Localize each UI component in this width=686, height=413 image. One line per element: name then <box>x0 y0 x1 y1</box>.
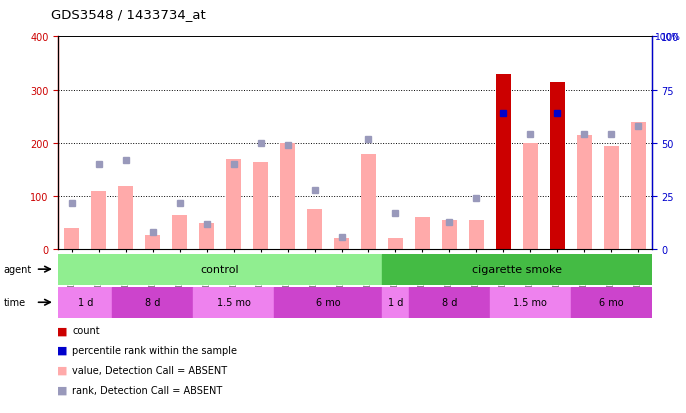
Bar <box>490 287 571 318</box>
Text: 1 d: 1 d <box>78 297 93 308</box>
Bar <box>58 254 382 285</box>
Bar <box>577 135 592 250</box>
Bar <box>409 287 490 318</box>
Text: control: control <box>201 264 239 275</box>
Text: 1.5 mo: 1.5 mo <box>513 297 547 308</box>
Bar <box>571 287 652 318</box>
Bar <box>64 229 79 250</box>
Bar <box>631 122 646 250</box>
Bar <box>307 210 322 250</box>
Text: GDS3548 / 1433734_at: GDS3548 / 1433734_at <box>51 8 206 21</box>
Bar <box>550 82 565 250</box>
Text: ■: ■ <box>56 365 67 375</box>
Text: ■: ■ <box>56 325 67 335</box>
Bar <box>91 191 106 250</box>
Text: 8 d: 8 d <box>145 297 161 308</box>
Text: value, Detection Call = ABSENT: value, Detection Call = ABSENT <box>72 365 227 375</box>
Bar <box>145 235 160 250</box>
Text: 6 mo: 6 mo <box>316 297 340 308</box>
Bar <box>382 254 652 285</box>
Text: percentile rank within the sample: percentile rank within the sample <box>72 345 237 355</box>
Bar <box>58 287 113 318</box>
Bar <box>415 218 430 250</box>
Bar <box>361 154 376 250</box>
Bar <box>253 162 268 250</box>
Bar <box>469 221 484 250</box>
Text: 1.5 mo: 1.5 mo <box>217 297 250 308</box>
Text: 6 mo: 6 mo <box>599 297 624 308</box>
Bar <box>496 74 511 250</box>
Bar <box>199 223 214 250</box>
Bar <box>172 215 187 250</box>
Bar <box>113 287 193 318</box>
Bar <box>193 287 274 318</box>
Text: agent: agent <box>3 264 32 275</box>
Bar <box>604 146 619 250</box>
Bar <box>334 238 349 250</box>
Text: ■: ■ <box>56 385 67 395</box>
Bar <box>388 238 403 250</box>
Bar <box>274 287 382 318</box>
Bar <box>523 144 538 250</box>
Text: 8 d: 8 d <box>442 297 457 308</box>
Text: time: time <box>3 297 25 308</box>
Text: 1 d: 1 d <box>388 297 403 308</box>
Text: cigarette smoke: cigarette smoke <box>472 264 562 275</box>
Text: count: count <box>72 325 99 335</box>
Text: ■: ■ <box>56 345 67 355</box>
Bar <box>118 186 133 250</box>
Bar <box>382 287 409 318</box>
Text: rank, Detection Call = ABSENT: rank, Detection Call = ABSENT <box>72 385 222 395</box>
Bar <box>442 221 457 250</box>
Text: 100%: 100% <box>655 33 681 42</box>
Bar <box>226 159 241 250</box>
Bar <box>280 144 295 250</box>
